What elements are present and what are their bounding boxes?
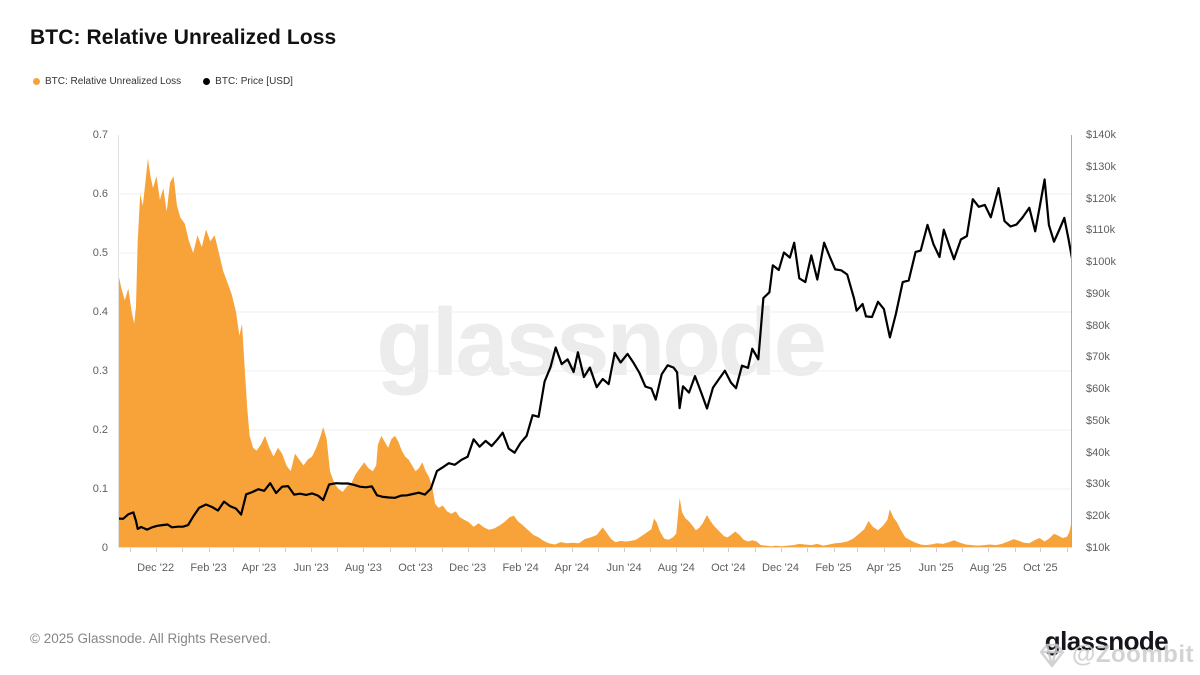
right-axis-tick-label: $70k <box>1086 351 1110 364</box>
x-axis-month-tick <box>182 548 184 552</box>
right-axis-tick-label: $10k <box>1086 542 1110 554</box>
left-axis-tick-label: 0.6 <box>92 188 108 200</box>
left-axis-tick-label: 0.2 <box>92 424 108 436</box>
x-axis-month-tick <box>284 548 286 552</box>
right-axis-tick-label: $90k <box>1086 287 1110 300</box>
x-axis-month-tick <box>1040 548 1042 552</box>
left-axis-tick-label: 0.5 <box>92 247 108 259</box>
x-axis-tick-label: Dec '22 <box>137 562 175 574</box>
x-axis-month-tick <box>1014 548 1016 552</box>
x-axis-tick-label: Oct '23 <box>398 562 433 574</box>
right-axis-tick-label: $120k <box>1086 192 1116 205</box>
x-axis-month-tick <box>232 548 234 552</box>
x-axis-month-tick <box>728 548 730 552</box>
x-axis-month-tick <box>676 548 678 552</box>
right-axis-tick-label: $30k <box>1086 478 1110 491</box>
x-axis-month-tick <box>520 548 522 552</box>
x-axis-month-tick <box>389 548 391 552</box>
right-axis-tick-label: $110k <box>1086 224 1116 237</box>
x-axis-month-tick <box>441 548 443 552</box>
x-axis-month-tick <box>909 548 911 552</box>
x-axis-tick-label: Dec '23 <box>449 562 487 574</box>
right-axis-tick-label: $20k <box>1086 510 1110 523</box>
x-axis-month-tick <box>336 548 338 552</box>
right-axis-tick-label: $40k <box>1086 446 1110 459</box>
chart-plot-area[interactable] <box>118 135 1072 548</box>
x-axis-month-tick <box>597 548 599 552</box>
x-axis-tick-label: Jun '25 <box>918 562 954 574</box>
glassnode-logo: glassnode <box>1044 626 1169 656</box>
x-axis-month-tick <box>129 548 131 552</box>
x-axis-month-tick <box>702 548 704 552</box>
right-axis-tick-label: $50k <box>1086 414 1110 427</box>
right-axis-tick-label: $100k <box>1086 256 1116 269</box>
left-axis-tick-label: 0.7 <box>92 129 108 141</box>
right-axis-tick-label: $80k <box>1086 319 1110 332</box>
right-axis-tick-label: $140k <box>1086 129 1116 141</box>
copyright-text: © 2025 Glassnode. All Rights Reserved. <box>30 631 272 646</box>
x-axis-tick-label: Feb '24 <box>502 562 539 574</box>
x-axis-month-tick <box>833 548 835 552</box>
x-axis-month-tick <box>988 548 990 552</box>
x-axis-month-tick <box>467 548 469 552</box>
x-axis-month-tick <box>754 548 756 552</box>
x-axis-tick-label: Feb '25 <box>815 562 852 574</box>
x-axis-month-tick <box>259 548 261 552</box>
legend-label: BTC: Price [USD] <box>215 76 293 87</box>
x-axis-tick-label: Jun '24 <box>606 562 642 574</box>
x-axis-tick-label: Oct '25 <box>1023 562 1058 574</box>
x-axis-month-tick <box>883 548 885 552</box>
right-axis-tick-label: $60k <box>1086 383 1110 396</box>
right-axis-tick-label: $130k <box>1086 160 1116 173</box>
legend-item-unrealized-loss[interactable]: BTC: Relative Unrealized Loss <box>33 76 181 87</box>
x-axis-month-tick <box>155 548 157 552</box>
x-axis-tick-label: Aug '24 <box>657 562 695 574</box>
left-axis-tick-label: 0.4 <box>92 306 108 318</box>
x-axis-month-tick <box>857 548 859 552</box>
x-axis-month-tick <box>961 548 963 552</box>
chart-legend: BTC: Relative Unrealized Loss BTC: Price… <box>33 76 293 87</box>
left-axis-tick-label: 0 <box>101 542 108 554</box>
x-axis-tick-label: Apr '24 <box>554 562 590 574</box>
x-axis-tick-label: Oct '24 <box>711 562 746 574</box>
x-axis-month-tick <box>415 548 417 552</box>
x-axis-month-tick <box>807 548 808 552</box>
x-axis-month-tick <box>936 548 938 552</box>
x-axis-tick-label: Jun '23 <box>293 562 329 574</box>
x-axis-month-tick <box>624 548 626 552</box>
left-axis-tick-label: 0.1 <box>92 483 108 495</box>
x-axis-month-tick <box>571 548 573 552</box>
legend-label: BTC: Relative Unrealized Loss <box>45 76 182 87</box>
x-axis-month-tick <box>494 548 496 552</box>
x-axis-month-tick <box>780 548 782 552</box>
x-axis-month-tick <box>545 548 547 552</box>
x-axis-tick-label: Aug '25 <box>969 562 1007 574</box>
x-axis-tick-label: Aug '23 <box>344 562 382 574</box>
legend-dot-orange-icon <box>33 78 40 85</box>
page-title: BTC: Relative Unrealized Loss <box>30 26 337 49</box>
x-axis-month-tick <box>208 548 210 552</box>
x-axis-tick-label: Feb '23 <box>190 562 227 574</box>
legend-item-price[interactable]: BTC: Price [USD] <box>203 76 293 87</box>
legend-dot-black-icon <box>203 78 211 85</box>
x-axis-tick-label: Apr '23 <box>241 562 277 574</box>
left-axis-tick-label: 0.3 <box>92 365 108 377</box>
x-axis-month-tick <box>649 548 651 552</box>
x-axis-month-tick <box>311 548 313 552</box>
x-axis-tick-label: Dec '24 <box>762 562 799 574</box>
x-axis-month-tick <box>363 548 365 552</box>
x-axis-month-tick <box>1066 548 1068 552</box>
x-axis-tick-label: Apr '25 <box>866 562 902 574</box>
